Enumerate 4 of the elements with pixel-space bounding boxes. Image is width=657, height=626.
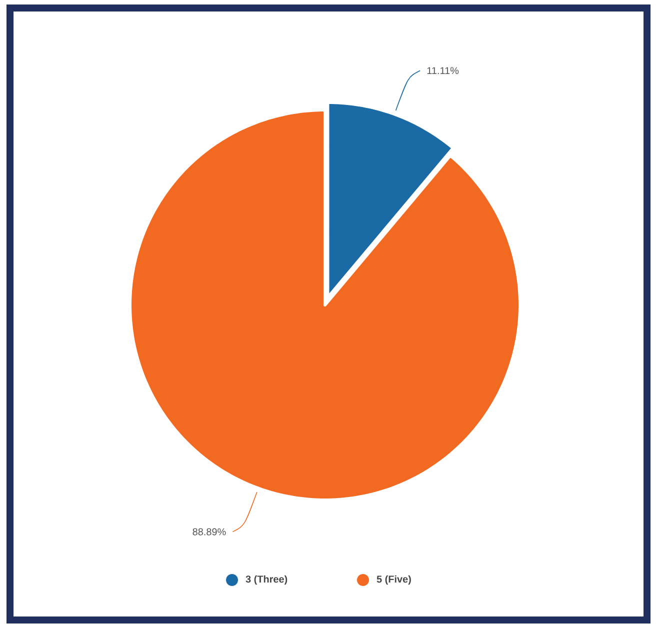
- data-label: 88.89%: [192, 528, 226, 536]
- legend-label: 5 (Five): [376, 575, 411, 585]
- legend-label: 3 (Three): [246, 575, 288, 585]
- data-label: 11.11%: [427, 67, 459, 74]
